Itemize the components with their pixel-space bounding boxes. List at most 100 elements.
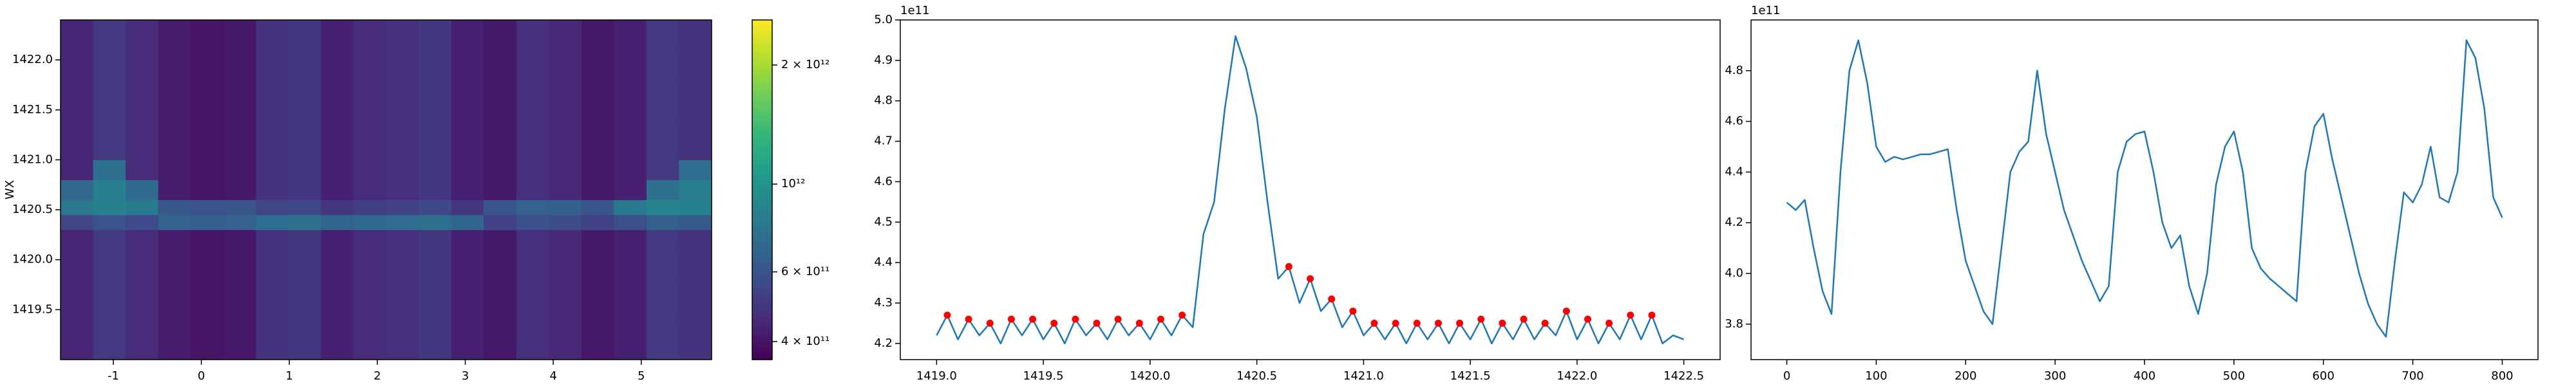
heatmap-cell: [256, 120, 289, 160]
heatmap-cell: [646, 120, 679, 160]
heatmap-cell: [93, 50, 126, 80]
x-tick-label: 600: [2313, 369, 2334, 383]
peak-marker: [1157, 315, 1164, 323]
colorbar-segment: [752, 226, 772, 230]
y-tick-label: 4.5: [874, 215, 893, 228]
heatmap-cell: [256, 50, 289, 80]
colorbar-segment: [752, 31, 772, 35]
colorbar-frame: [752, 19, 773, 360]
heatmap-cell: [451, 199, 484, 216]
heatmap-cell: [353, 50, 386, 80]
heatmap-cell: [158, 120, 191, 160]
heatmap-cell: [191, 199, 224, 216]
heatmap-cell: [191, 250, 224, 280]
heatmap-cell: [451, 120, 484, 160]
heatmap-cell: [61, 20, 94, 51]
heatmap-cell: [549, 199, 582, 216]
colorbar-segment: [752, 91, 772, 94]
colorbar-segment: [752, 286, 772, 290]
colorbar-segment: [752, 275, 772, 278]
heatmap-cell: [256, 319, 289, 360]
heatmap-cell: [223, 250, 256, 280]
heatmap-cell: [353, 80, 386, 120]
heatmap-cell: [126, 230, 159, 250]
x-tick-label: 100: [1865, 369, 1887, 383]
heatmap-cell: [484, 279, 517, 320]
heatmap-cell: [581, 20, 614, 51]
colorbar-segment: [752, 266, 772, 270]
x-tick-label: -1: [108, 369, 119, 383]
heatmap-cell: [158, 20, 191, 51]
heatmap-cell: [61, 179, 94, 201]
colorbar-segment: [752, 20, 772, 23]
heatmap-cell: [419, 230, 452, 250]
heatmap-cell: [419, 214, 452, 230]
colorbar-segment: [752, 37, 772, 41]
heatmap-cell: [419, 250, 452, 280]
colorbar-segment: [752, 198, 772, 202]
heatmap-cell: [549, 250, 582, 280]
heatmap-cell: [679, 214, 712, 230]
colorbar-segment: [752, 127, 772, 131]
colorbar-segment: [752, 269, 772, 273]
heatmap-cell: [516, 279, 549, 320]
heatmap-cell: [451, 160, 484, 180]
heatmap-cell: [288, 230, 321, 250]
heatmap-cell: [386, 214, 419, 230]
colorbar-segment: [752, 53, 772, 57]
colorbar-segment: [752, 176, 772, 179]
heatmap-cell: [321, 179, 354, 201]
heatmap-cell: [581, 160, 614, 180]
heatmap-cell: [451, 230, 484, 250]
colorbar-segment: [752, 57, 772, 60]
colorbar-segment: [752, 73, 772, 77]
heatmap-cell: [386, 199, 419, 216]
heatmap-cell: [126, 199, 159, 216]
heatmap-cell: [256, 214, 289, 230]
colorbar-segment: [752, 48, 772, 51]
heatmap-cell: [321, 120, 354, 160]
heatmap-cell: [451, 214, 484, 230]
colorbar-segment: [752, 308, 772, 312]
heatmap-cell: [419, 319, 452, 360]
heatmap-cell: [321, 214, 354, 230]
heatmap-cell: [191, 179, 224, 201]
y-tick-label: 3.8: [1725, 317, 1743, 331]
heatmap-cell: [223, 214, 256, 230]
heatmap-cell: [484, 214, 517, 230]
heatmap-cell: [288, 250, 321, 280]
colorbar-segment: [752, 195, 772, 199]
heatmap-cell: [321, 160, 354, 180]
peak-marker: [1093, 319, 1101, 327]
peak-marker: [1072, 315, 1079, 323]
y-tick-label: 4.8: [874, 94, 893, 107]
colorbar-segment: [752, 181, 772, 185]
colorbar-segment: [752, 306, 772, 309]
colorbar-segment: [752, 345, 772, 349]
heatmap-cell: [614, 20, 647, 51]
heatmap-cell: [484, 50, 517, 80]
heatmap-cell: [353, 279, 386, 320]
heatmap-cell: [679, 230, 712, 250]
colorbar-segment: [752, 62, 772, 66]
heatmap-cell: [646, 319, 679, 360]
heatmap-cell: [126, 250, 159, 280]
heatmap-cell: [321, 230, 354, 250]
colorbar-segment: [752, 184, 772, 188]
heatmap-cell: [419, 199, 452, 216]
heatmap-cell: [646, 179, 679, 201]
heatmap-cell: [549, 120, 582, 160]
colorbar-segment: [752, 93, 772, 97]
heatmap-cell: [614, 179, 647, 201]
heatmap-cell: [288, 160, 321, 180]
colorbar-segment: [752, 235, 772, 239]
colorbar-tick-label: 10¹²: [781, 177, 805, 190]
peak-marker: [965, 315, 972, 323]
colorbar-segment: [752, 356, 772, 360]
colorbar-segment: [752, 218, 772, 221]
heatmap-cell: [288, 199, 321, 216]
heatmap-cell: [93, 199, 126, 216]
heatmap-cell: [451, 20, 484, 51]
y-tick-label: 4.4: [1725, 165, 1743, 178]
